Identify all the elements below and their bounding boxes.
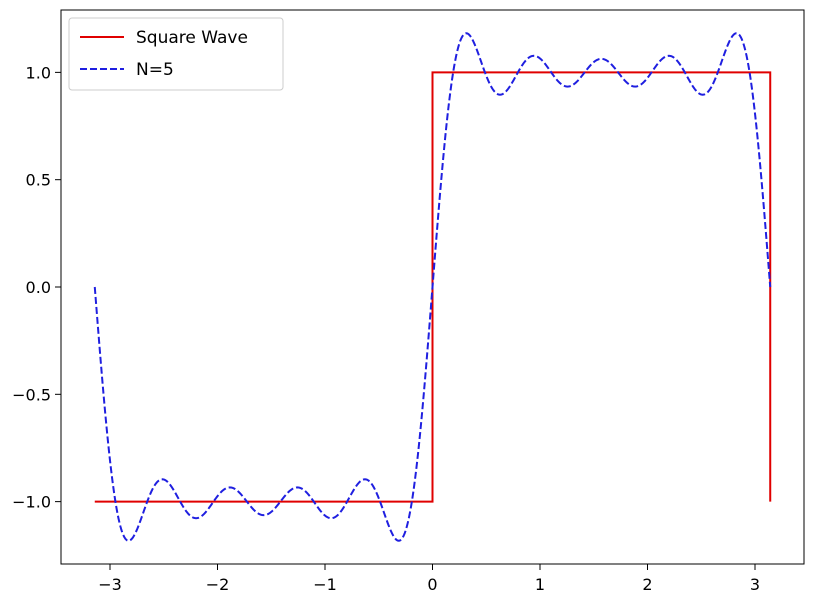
- x-tick-label: 1: [535, 575, 545, 594]
- y-tick-label: −0.5: [12, 385, 51, 404]
- x-tick-label: 3: [750, 575, 760, 594]
- legend: Square Wave N=5: [68, 17, 284, 91]
- x-tick-label: 0: [427, 575, 437, 594]
- x-tick-label: −2: [206, 575, 230, 594]
- axes: −3 −2 −1 0 1 2 3 −1.0 −0.5 0.0 0.5 1.0: [12, 9, 805, 594]
- legend-label: N=5: [136, 60, 174, 80]
- legend-label: Square Wave: [136, 28, 248, 48]
- series-line-square-wave: [94, 71, 772, 503]
- y-tick-label: 0.5: [26, 171, 51, 190]
- x-tick-label: 2: [642, 575, 652, 594]
- plot-area: [93, 32, 772, 542]
- series-line-n5: [93, 32, 772, 542]
- y-tick-label: 1.0: [26, 63, 51, 82]
- x-tick-label: −3: [98, 575, 122, 594]
- x-tick-label: −1: [313, 575, 337, 594]
- y-tick-label: 0.0: [26, 278, 51, 297]
- y-tick-label: −1.0: [12, 493, 51, 512]
